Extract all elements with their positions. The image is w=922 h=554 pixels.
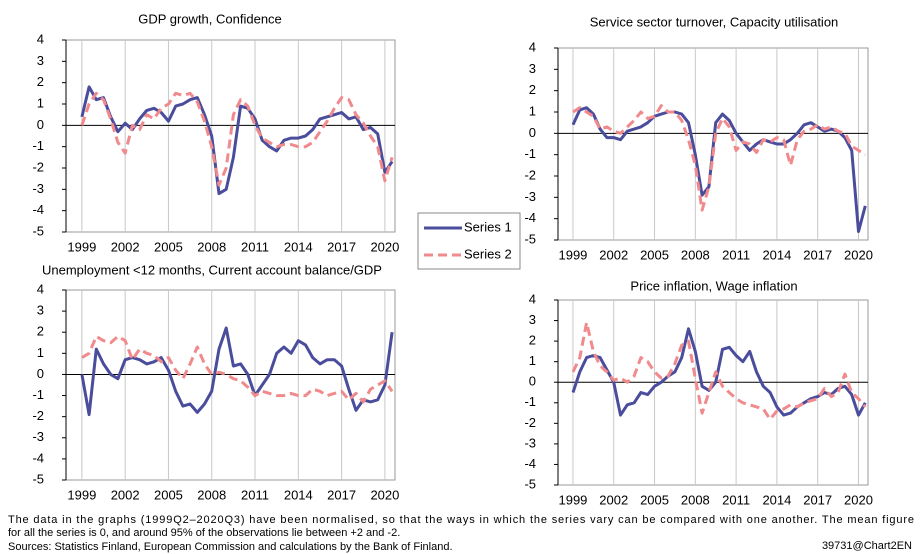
y-tick-label: -1 [32, 138, 44, 153]
y-tick-label: 2 [37, 74, 44, 89]
y-tick-label: 4 [529, 291, 536, 306]
y-tick-label: 1 [529, 103, 536, 118]
x-tick-label: 2011 [241, 239, 269, 254]
chart-title: GDP growth, Confidence [138, 11, 282, 26]
y-tick-label: -3 [524, 189, 536, 204]
x-tick-label: 2005 [154, 487, 183, 502]
y-tick-label: 1 [529, 353, 536, 368]
y-tick-label: 4 [37, 31, 44, 46]
x-tick-label: 2002 [111, 487, 140, 502]
legend-label: Series 1 [464, 219, 512, 234]
y-tick-label: 3 [529, 61, 536, 76]
chart-code: 39731@Chart2EN [822, 540, 912, 552]
x-tick-label: 2020 [844, 492, 873, 507]
y-tick-label: 3 [529, 312, 536, 327]
x-tick-label: 2014 [284, 239, 313, 254]
y-tick-label: 3 [37, 303, 44, 318]
y-tick-label: -4 [524, 456, 536, 471]
y-tick-label: -1 [524, 146, 536, 161]
legend-box [417, 212, 521, 270]
x-tick-label: 2005 [640, 492, 669, 507]
x-tick-label: 2002 [111, 239, 140, 254]
x-tick-label: 2020 [844, 247, 873, 262]
y-tick-label: -5 [524, 231, 536, 246]
series-line [80, 91, 394, 187]
plot-frame [65, 289, 396, 481]
y-tick-label: -2 [524, 415, 536, 430]
y-tick-label: -2 [32, 408, 44, 423]
y-tick-label: 4 [37, 281, 44, 296]
series-line [80, 326, 394, 417]
y-tick-label: -2 [524, 167, 536, 182]
x-tick-label: 2005 [154, 239, 183, 254]
y-tick-label: 4 [529, 39, 536, 54]
x-tick-label: 2011 [722, 492, 750, 507]
y-tick-label: 0 [37, 117, 44, 132]
x-tick-label: 2017 [327, 487, 356, 502]
y-tick-label: -5 [32, 223, 44, 238]
x-tick-label: 2020 [370, 487, 399, 502]
x-tick-label: 2008 [197, 239, 226, 254]
y-tick-label: -4 [32, 202, 44, 217]
source: Sources: Statistics Finland, European Co… [8, 541, 453, 553]
x-tick-label: 2017 [327, 239, 356, 254]
x-tick-label: 1999 [67, 487, 96, 502]
x-tick-label: 1999 [558, 247, 587, 262]
x-tick-label: 2008 [681, 247, 710, 262]
note: for all the series is 0, and around 95% … [8, 527, 400, 539]
legend-label: Series 2 [464, 246, 512, 261]
chart-title: Service sector turnover, Capacity utilis… [590, 14, 839, 29]
x-tick-label: 2017 [803, 492, 832, 507]
y-tick-label: -5 [524, 476, 536, 491]
x-tick-label: 2011 [241, 487, 269, 502]
y-tick-label: 0 [37, 366, 44, 381]
series-line [572, 104, 867, 212]
y-tick-label: -3 [524, 435, 536, 450]
y-tick-label: 3 [37, 53, 44, 68]
y-tick-label: -5 [32, 471, 44, 486]
x-tick-label: 2008 [197, 487, 226, 502]
x-tick-label: 2014 [284, 487, 313, 502]
y-tick-label: -1 [32, 387, 44, 402]
y-tick-label: -3 [32, 429, 44, 444]
y-tick-label: 0 [529, 374, 536, 389]
y-tick-label: -1 [524, 394, 536, 409]
chart-title: Price inflation, Wage inflation [630, 278, 797, 293]
x-tick-label: 2005 [640, 247, 669, 262]
y-tick-label: 2 [529, 333, 536, 348]
y-tick-label: 1 [37, 95, 44, 110]
y-tick-label: 2 [529, 82, 536, 97]
x-tick-label: 1999 [558, 492, 587, 507]
note: The data in the graphs (1999Q2–2020Q3) h… [8, 514, 914, 526]
x-tick-label: 2017 [803, 247, 832, 262]
y-tick-label: -2 [32, 159, 44, 174]
x-tick-label: 2020 [370, 239, 399, 254]
y-tick-label: 2 [37, 324, 44, 339]
series-line [81, 334, 394, 404]
plot-frame [65, 39, 396, 233]
x-tick-label: 2002 [599, 492, 628, 507]
y-tick-label: 1 [37, 345, 44, 360]
y-tick-label: -4 [524, 210, 536, 225]
series-line [571, 327, 867, 417]
x-tick-label: 2008 [681, 492, 710, 507]
x-tick-label: 2011 [722, 247, 750, 262]
chart-title: Unemployment <12 months, Current account… [42, 262, 382, 277]
series-line [80, 85, 394, 196]
x-tick-label: 2014 [762, 492, 791, 507]
y-tick-label: -3 [32, 181, 44, 196]
x-tick-label: 2002 [599, 247, 628, 262]
y-tick-label: 0 [529, 125, 536, 140]
x-tick-label: 2014 [762, 247, 791, 262]
y-tick-label: -4 [32, 450, 44, 465]
x-tick-label: 1999 [67, 239, 96, 254]
